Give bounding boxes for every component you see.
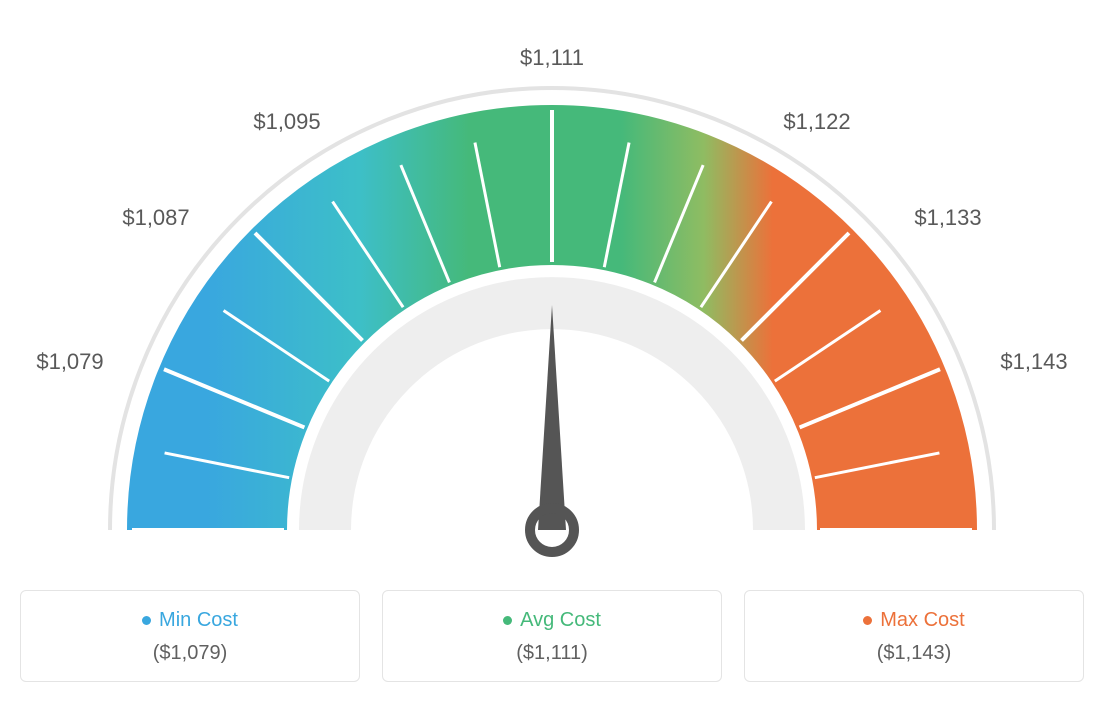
gauge-svg: [20, 40, 1084, 560]
legend-value: ($1,111): [393, 642, 711, 665]
legend-label: Max Cost: [880, 609, 964, 632]
dot-icon: [142, 616, 151, 625]
gauge-tick-label: $1,133: [914, 205, 981, 231]
legend-title-min: Min Cost: [142, 609, 238, 632]
gauge-tick-label: $1,122: [783, 109, 850, 135]
legend-value: ($1,079): [31, 642, 349, 665]
legend-value: ($1,143): [755, 642, 1073, 665]
legend-card-max: Max Cost ($1,143): [744, 590, 1084, 682]
gauge-tick-label: $1,079: [36, 349, 103, 375]
legend-row: Min Cost ($1,079) Avg Cost ($1,111) Max …: [20, 590, 1084, 682]
legend-label: Avg Cost: [520, 609, 601, 632]
dot-icon: [503, 616, 512, 625]
legend-title-avg: Avg Cost: [503, 609, 601, 632]
legend-title-max: Max Cost: [863, 609, 964, 632]
gauge-tick-label: $1,087: [122, 205, 189, 231]
gauge-tick-label: $1,111: [520, 45, 584, 71]
gauge-tick-label: $1,095: [253, 109, 320, 135]
legend-label: Min Cost: [159, 609, 238, 632]
cost-gauge: $1,079 $1,087 $1,095 $1,111 $1,122 $1,133 $1,1…: [20, 40, 1084, 560]
dot-icon: [863, 616, 872, 625]
legend-card-avg: Avg Cost ($1,111): [382, 590, 722, 682]
legend-card-min: Min Cost ($1,079): [20, 590, 360, 682]
gauge-tick-label: $1,143: [1000, 349, 1067, 375]
